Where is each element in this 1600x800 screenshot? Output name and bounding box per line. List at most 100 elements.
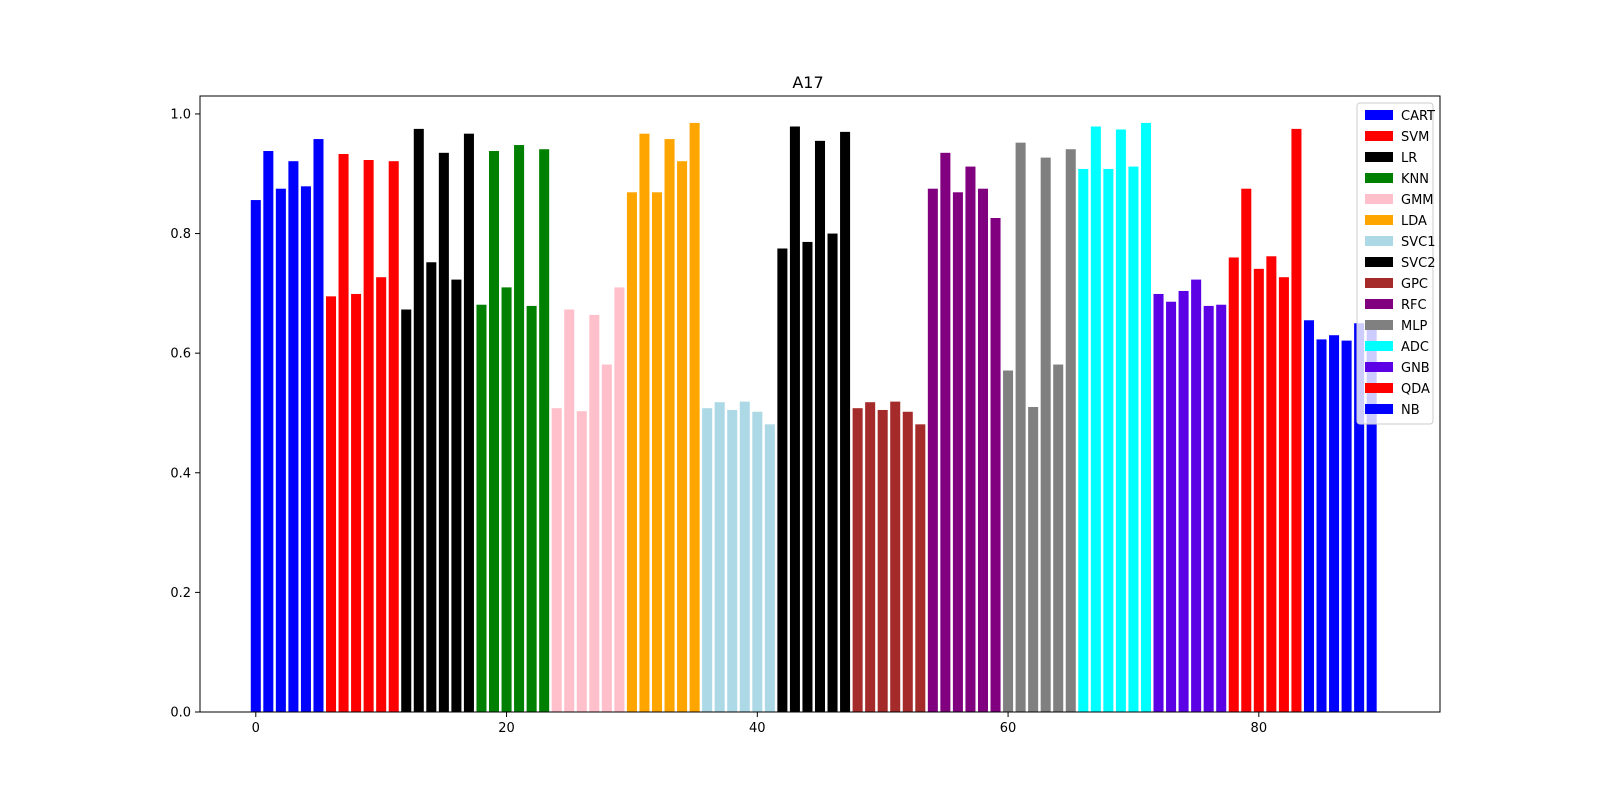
y-tick-label: 0.6: [170, 347, 191, 362]
bar-qda-82: [1278, 277, 1289, 712]
legend-swatch-cart: [1365, 110, 1393, 120]
bar-nb-88: [1354, 323, 1365, 712]
bar-lda-34: [677, 161, 688, 712]
bar-nb-89: [1366, 322, 1377, 712]
bar-svc2-43: [789, 126, 800, 712]
bar-nb-85: [1316, 339, 1327, 712]
bar-mlp-60: [1003, 370, 1014, 712]
bar-rfc-55: [940, 152, 951, 712]
bar-gmm-28: [601, 364, 612, 712]
bar-gpc-51: [890, 401, 901, 712]
y-tick-label: 0.0: [170, 706, 191, 721]
bars-layer: [250, 122, 1377, 713]
bar-gnb-72: [1153, 293, 1164, 712]
bar-svc2-44: [802, 241, 813, 712]
bar-gmm-29: [614, 287, 625, 712]
bar-nb-84: [1303, 320, 1314, 712]
legend-label-lr: LR: [1401, 151, 1417, 166]
legend-label-svc2: SVC2: [1401, 256, 1436, 271]
bar-svc1-38: [727, 409, 738, 712]
bar-gmm-24: [551, 408, 562, 712]
bar-gnb-75: [1191, 279, 1202, 712]
x-tick-label: 0: [252, 721, 260, 736]
bar-qda-79: [1241, 188, 1252, 712]
bar-gpc-53: [915, 424, 926, 712]
plot-frame: [199, 95, 1441, 713]
bar-rfc-59: [990, 218, 1001, 712]
bar-adc-71: [1140, 122, 1151, 712]
y-tick-label: 0.2: [170, 586, 191, 601]
bar-mlp-63: [1040, 157, 1051, 713]
legend-label-svc1: SVC1: [1401, 235, 1436, 250]
bar-rfc-58: [977, 188, 989, 712]
bar-gmm-27: [589, 314, 600, 712]
legend-swatch-svc1: [1365, 236, 1393, 246]
bar-svc2-47: [840, 131, 851, 712]
legend-label-gmm: GMM: [1401, 193, 1434, 208]
bar-rfc-57: [965, 166, 976, 712]
bar-gpc-49: [865, 402, 876, 712]
bar-svc2-42: [777, 248, 788, 712]
bar-knn-19: [489, 151, 500, 712]
bar-svc1-36: [702, 408, 713, 712]
bar-gnb-74: [1178, 290, 1189, 712]
bar-gnb-77: [1216, 304, 1227, 712]
bar-mlp-61: [1015, 142, 1026, 712]
legend-label-cart: CART: [1401, 109, 1435, 124]
bar-adc-66: [1078, 168, 1089, 712]
bar-svm-10: [376, 277, 387, 712]
bar-gpc-48: [852, 408, 863, 712]
bar-cart-5: [313, 139, 324, 712]
legend-label-nb: NB: [1401, 403, 1420, 418]
bar-svm-7: [338, 154, 349, 712]
legend-label-rfc: RFC: [1401, 298, 1427, 313]
legend-swatch-qda: [1365, 383, 1393, 393]
x-tick-label: 20: [498, 721, 515, 736]
legend-swatch-gpc: [1365, 278, 1393, 288]
bar-mlp-64: [1053, 364, 1064, 712]
x-tick-label: 40: [749, 721, 766, 736]
bar-lda-32: [651, 192, 663, 713]
bar-mlp-65: [1065, 149, 1076, 713]
bar-cart-2: [275, 188, 286, 712]
legend-swatch-gnb: [1365, 362, 1393, 372]
legend-swatch-knn: [1365, 173, 1393, 183]
bar-qda-83: [1291, 128, 1302, 712]
y-tick-label: 1.0: [170, 107, 191, 122]
bar-adc-69: [1115, 129, 1126, 713]
legend-swatch-adc: [1365, 341, 1393, 351]
bar-knn-21: [514, 145, 525, 713]
bar-lr-15: [438, 152, 449, 712]
bar-lda-35: [689, 122, 700, 712]
bar-lda-31: [639, 133, 650, 712]
legend-label-svm: SVM: [1401, 130, 1429, 145]
legend-label-mlp: MLP: [1401, 319, 1427, 334]
bar-lr-14: [426, 262, 437, 712]
y-tick-label: 0.4: [170, 466, 191, 481]
bar-svc1-40: [752, 411, 763, 712]
bar-knn-23: [539, 149, 550, 713]
bar-adc-67: [1090, 126, 1101, 712]
bar-gmm-25: [564, 309, 575, 712]
bar-rfc-56: [952, 192, 963, 713]
legend-label-adc: ADC: [1401, 340, 1429, 355]
bar-svm-6: [326, 296, 337, 712]
bar-svm-9: [363, 159, 374, 713]
bar-lda-33: [664, 139, 675, 712]
bar-cart-0: [250, 200, 261, 712]
bar-lr-16: [451, 279, 462, 712]
bar-svm-8: [351, 293, 362, 712]
x-tick-label: 80: [1251, 721, 1268, 736]
bar-cart-4: [300, 186, 311, 712]
bar-qda-80: [1253, 268, 1264, 712]
x-axis: 0 20 40 60 80: [252, 712, 1267, 736]
bar-svc2-45: [814, 140, 826, 713]
legend-label-lda: LDA: [1401, 214, 1427, 229]
bar-svm-11: [388, 161, 399, 712]
bar-knn-22: [526, 305, 537, 712]
y-tick-label: 0.8: [170, 227, 191, 242]
legend-label-gnb: GNB: [1401, 361, 1430, 376]
bar-mlp-62: [1028, 406, 1039, 712]
bar-lr-13: [413, 128, 424, 712]
